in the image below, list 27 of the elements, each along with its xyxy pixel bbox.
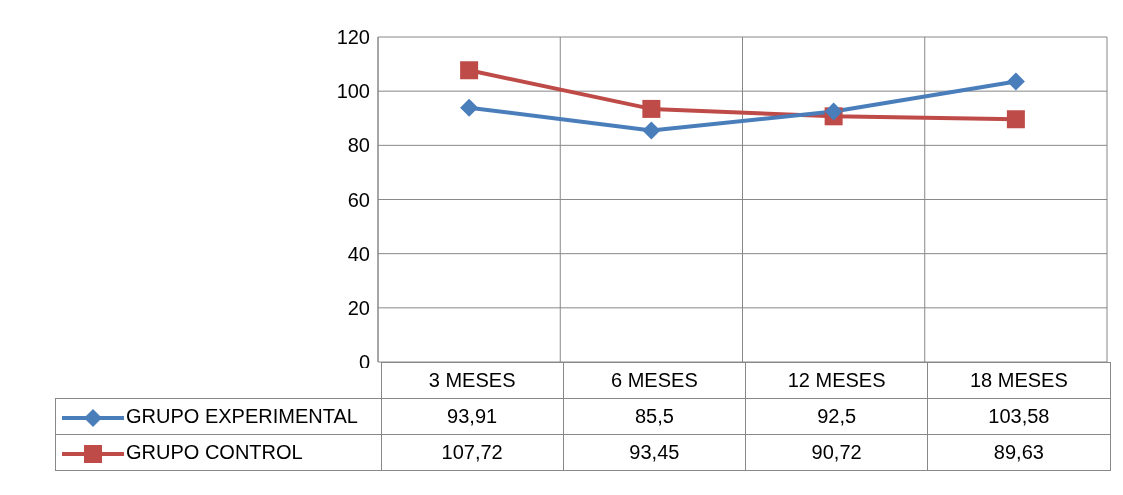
point bbox=[1006, 110, 1025, 129]
y-tick-label: 60 bbox=[347, 188, 370, 211]
point bbox=[642, 99, 661, 118]
legend-label: GRUPO CONTROL bbox=[126, 441, 303, 463]
data-label: 93,45 bbox=[563, 434, 746, 471]
legend-label: GRUPO EXPERIMENTAL bbox=[126, 405, 358, 427]
point bbox=[642, 121, 661, 140]
x-tick-label: 6 MESES bbox=[563, 362, 746, 399]
point bbox=[1006, 72, 1025, 91]
data-label: 92,5 bbox=[745, 398, 928, 435]
y-tick-label: 120 bbox=[336, 26, 370, 49]
x-tick-label: 12 MESES bbox=[745, 362, 928, 399]
data-label: 93,91 bbox=[381, 398, 564, 435]
y-tick-label: 80 bbox=[347, 134, 370, 157]
x-tick-label: 18 MESES bbox=[927, 362, 1110, 399]
data-label: 85,5 bbox=[563, 398, 746, 435]
point bbox=[460, 98, 479, 117]
point bbox=[824, 102, 843, 121]
y-tick-label: 100 bbox=[336, 80, 370, 103]
data-label: 103,58 bbox=[927, 398, 1110, 435]
y-tick-label: 20 bbox=[347, 296, 370, 319]
x-tick-label: 3 MESES bbox=[381, 362, 564, 399]
data-label: 90,72 bbox=[745, 434, 928, 471]
data-label: 107,72 bbox=[381, 434, 564, 471]
data-label: 89,63 bbox=[927, 434, 1110, 471]
y-tick-label: 40 bbox=[347, 242, 370, 265]
point bbox=[460, 61, 479, 80]
